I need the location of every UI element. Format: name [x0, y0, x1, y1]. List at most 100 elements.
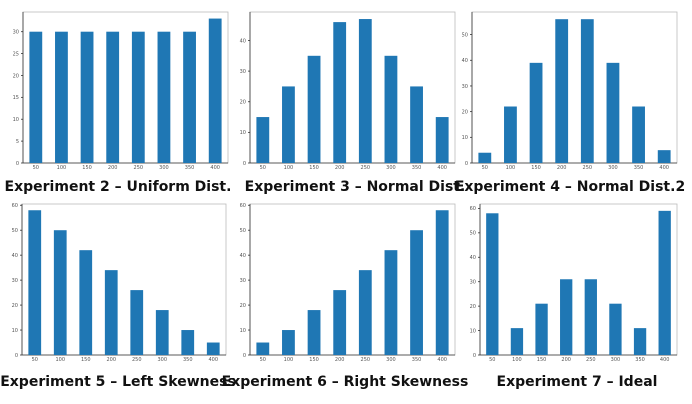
x-tick-label: 50 — [260, 165, 266, 171]
bar-350 — [632, 106, 645, 163]
x-tick-label: 250 — [134, 165, 144, 171]
x-tick-label: 300 — [159, 165, 169, 171]
x-tick-label: 250 — [361, 357, 371, 363]
bar-350 — [183, 31, 196, 164]
y-tick-label: 5 — [16, 139, 19, 145]
bar-100 — [282, 86, 295, 163]
x-tick-label: 400 — [210, 165, 220, 171]
x-tick-label: 250 — [361, 165, 371, 171]
y-tick-label: 50 — [462, 32, 468, 38]
x-tick-label: 350 — [634, 165, 644, 171]
bar-50 — [256, 342, 270, 355]
bar-50 — [29, 31, 43, 164]
x-tick-label: 50 — [32, 357, 38, 363]
y-tick-label: 20 — [240, 303, 246, 309]
bar-250 — [131, 31, 145, 164]
y-tick-label: 40 — [240, 253, 246, 259]
x-tick-label: 400 — [208, 357, 218, 363]
x-tick-label: 200 — [557, 165, 567, 171]
y-tick-label: 60 — [12, 203, 18, 209]
bar-200 — [555, 19, 569, 163]
y-tick-label: 30 — [12, 278, 18, 284]
x-tick-label: 100 — [55, 357, 65, 363]
x-tick-label: 200 — [561, 357, 571, 363]
x-tick-label: 100 — [57, 165, 67, 171]
y-tick-label: 10 — [240, 328, 246, 334]
bar-400 — [657, 150, 671, 163]
x-tick-label: 150 — [309, 357, 319, 363]
bar-150 — [80, 31, 94, 164]
bar-300 — [384, 55, 398, 163]
x-tick-label: 50 — [260, 357, 266, 363]
y-tick-label: 10 — [470, 328, 476, 334]
y-tick-label: 0 — [243, 353, 246, 359]
x-tick-label: 150 — [531, 165, 541, 171]
bar-200 — [106, 31, 120, 164]
bar-50 — [28, 210, 42, 355]
x-tick-label: 400 — [437, 165, 447, 171]
x-tick-label: 100 — [284, 165, 294, 171]
bar-350 — [181, 330, 195, 355]
bar-300 — [157, 31, 171, 164]
bar-300 — [155, 310, 169, 355]
y-tick-label: 30 — [470, 279, 476, 285]
bar-150 — [307, 55, 321, 163]
y-tick-label: 30 — [13, 29, 19, 35]
bar-150 — [79, 250, 93, 355]
y-tick-label: 0 — [15, 353, 18, 359]
y-tick-label: 30 — [240, 278, 246, 284]
bar-300 — [606, 62, 620, 163]
chart-title-5: Experiment 6 – Right Skewness — [222, 374, 469, 390]
bar-150 — [535, 303, 548, 355]
y-tick-label: 20 — [462, 109, 468, 115]
y-tick-label: 60 — [240, 203, 246, 209]
bar-400 — [208, 18, 222, 164]
bar-100 — [282, 330, 295, 355]
plot-frame — [22, 11, 229, 164]
y-tick-label: 0 — [16, 161, 19, 167]
bar-chart-5: 50 100 150 200 250 300 350 400 0 10 20 30 40 50 60 — [240, 203, 456, 363]
chart-title-1: Experiment 2 – Uniform Dist. — [5, 179, 232, 195]
x-tick-label: 150 — [309, 165, 319, 171]
x-tick-label: 400 — [437, 357, 447, 363]
y-tick-label: 50 — [240, 228, 246, 234]
y-tick-label: 0 — [473, 353, 476, 359]
x-tick-label: 150 — [537, 357, 547, 363]
bar-100 — [55, 31, 68, 164]
plot-frame — [479, 203, 678, 356]
y-tick-label: 20 — [13, 73, 19, 79]
x-tick-label: 350 — [183, 357, 193, 363]
bar-100 — [504, 106, 517, 163]
plot-frame — [471, 11, 678, 164]
plot-frame — [21, 203, 227, 356]
bar-200 — [560, 279, 573, 355]
plot-frame — [249, 11, 456, 164]
y-tick-label: 20 — [470, 304, 476, 310]
bar-100 — [510, 328, 524, 355]
x-tick-label: 100 — [284, 357, 294, 363]
bar-300 — [384, 250, 398, 355]
chart-title-4: Experiment 5 – Left Skewness — [0, 374, 236, 390]
bar-250 — [358, 19, 372, 164]
bar-chart-2: 50 100 150 200 250 300 350 400 0 10 20 30 40 — [240, 11, 456, 171]
y-tick-label: 10 — [462, 135, 468, 141]
y-tick-label: 0 — [465, 161, 468, 167]
x-tick-label: 350 — [635, 357, 645, 363]
bar-250 — [580, 19, 594, 163]
x-tick-label: 50 — [482, 165, 488, 171]
y-tick-label: 30 — [240, 69, 246, 75]
bar-50 — [486, 213, 499, 355]
bar-250 — [358, 270, 372, 355]
y-tick-label: 10 — [12, 328, 18, 334]
x-tick-label: 100 — [512, 357, 522, 363]
bar-250 — [130, 290, 144, 355]
bar-chart-3: 50 100 150 200 250 300 350 400 0 10 20 30 40 50 — [462, 11, 678, 171]
bar-400 — [658, 210, 671, 355]
y-tick-label: 25 — [13, 51, 19, 57]
bar-300 — [609, 303, 622, 355]
bar-50 — [256, 117, 270, 163]
plot-frame — [249, 203, 456, 356]
x-tick-label: 350 — [412, 165, 422, 171]
y-tick-label: 20 — [12, 303, 18, 309]
chart-title-6: Experiment 7 – Ideal — [497, 374, 658, 390]
